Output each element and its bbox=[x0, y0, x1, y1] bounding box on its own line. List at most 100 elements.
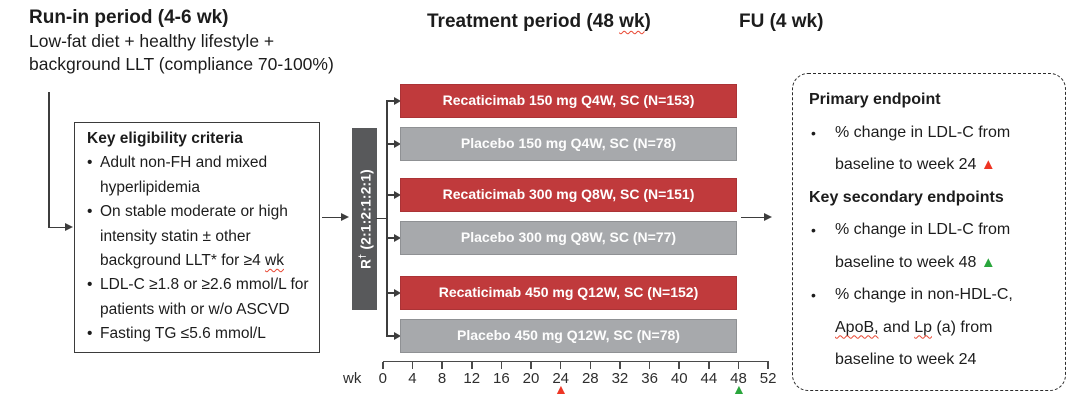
week-tick-label: 48 bbox=[730, 370, 747, 387]
endpoint-text: baseline to week 24 bbox=[835, 156, 981, 173]
arm-label: Placebo 450 mg Q12W, SC (N=78) bbox=[457, 327, 680, 343]
branch-vertical-line bbox=[386, 101, 388, 336]
randomization-bar: R† (2:1:2:1:2:1) bbox=[352, 128, 377, 310]
endpoint-text: baseline to week 24 ▲ bbox=[835, 149, 1055, 182]
tick bbox=[664, 362, 694, 369]
week-tick-label: 16 bbox=[493, 370, 510, 387]
secondary-endpoint-item-2: • % change in non-HDL-C, ApoB, and Lp (a… bbox=[809, 279, 1055, 377]
randomization-ratio: (2:1:2:1:2:1) bbox=[357, 169, 373, 254]
primary-endpoint-item: • % change in LDL-C from baseline to wee… bbox=[809, 117, 1055, 182]
arrow-head-icon bbox=[65, 223, 73, 231]
endpoint-text: % change in LDL-C from bbox=[835, 221, 1011, 238]
bullet-icon: • bbox=[87, 276, 93, 294]
week-tick-label: 12 bbox=[463, 370, 481, 387]
tick bbox=[368, 362, 398, 369]
arrow-head-icon bbox=[394, 332, 401, 340]
endpoint-text: ApoB, and Lp (a) from bbox=[835, 312, 1055, 345]
bullet-icon: • bbox=[811, 222, 816, 238]
dagger-footnote-mark: † bbox=[356, 253, 367, 259]
endpoint-text: baseline to week 48 bbox=[835, 253, 981, 271]
spellcheck-underline: ApoB, bbox=[835, 318, 879, 336]
eligibility-bullet-1: • Adult non-FH and mixed hyperlipidemia bbox=[87, 151, 311, 200]
tick bbox=[605, 362, 635, 369]
eligibility-text: Fasting TG ≤5.6 mmol/L bbox=[100, 325, 266, 343]
tick bbox=[427, 362, 457, 369]
branch-line bbox=[386, 143, 395, 145]
connector-line bbox=[322, 216, 342, 219]
spellcheck-underline: wk bbox=[265, 252, 284, 270]
red-up-triangle-icon: ▲ bbox=[980, 156, 996, 173]
week-axis-ticks bbox=[368, 362, 783, 369]
spellcheck-underline: wk bbox=[619, 11, 645, 32]
runin-connector-line bbox=[48, 92, 50, 228]
endpoint-text: and bbox=[878, 318, 915, 336]
bullet-icon: • bbox=[87, 203, 93, 221]
arm-bar-placebo-450: Placebo 450 mg Q12W, SC (N=78) bbox=[400, 319, 737, 353]
arrow-head-icon bbox=[341, 213, 349, 222]
branch-line bbox=[386, 335, 395, 337]
arm-bar-placebo-300: Placebo 300 mg Q8W, SC (N=77) bbox=[400, 221, 737, 255]
eligibility-text: patients with or w/o ASCVD bbox=[100, 300, 290, 318]
week-axis-line bbox=[383, 361, 769, 362]
bullet-icon: • bbox=[811, 287, 816, 303]
eligibility-text: Adult non-FH and mixed bbox=[100, 154, 268, 172]
runin-subtitle-line2: background LLT (compliance 70-100%) bbox=[29, 54, 334, 74]
arm-bar-recaticimab-300: Recaticimab 300 mg Q8W, SC (N=151) bbox=[400, 178, 737, 212]
week-tick-label: 40 bbox=[670, 370, 688, 387]
arrow-head-icon bbox=[394, 140, 401, 148]
bullet-icon: • bbox=[811, 124, 816, 141]
randomization-label: R† (2:1:2:1:2:1) bbox=[356, 169, 373, 269]
week-tick-label: 28 bbox=[581, 370, 599, 387]
tick bbox=[575, 362, 605, 369]
week-tick-label: 8 bbox=[437, 370, 447, 387]
eligibility-text: hyperlipidemia bbox=[100, 178, 200, 196]
tick bbox=[694, 362, 724, 369]
eligibility-bullet-3: • LDL-C ≥1.8 or ≥2.6 mmol/L for patients… bbox=[87, 273, 311, 322]
arm-label: Recaticimab 450 mg Q12W, SC (N=152) bbox=[438, 284, 699, 300]
arm-bar-recaticimab-450: Recaticimab 450 mg Q12W, SC (N=152) bbox=[400, 276, 737, 310]
treatment-header-close: ) bbox=[644, 11, 651, 32]
arm-label: Placebo 300 mg Q8W, SC (N=77) bbox=[460, 229, 677, 245]
arrow-head-icon bbox=[394, 234, 401, 242]
bullet-icon: • bbox=[87, 325, 93, 343]
week-tick-label: 32 bbox=[611, 370, 629, 387]
endpoint-text: baseline to week 24 bbox=[835, 351, 977, 368]
tick bbox=[457, 362, 487, 369]
arrow-head-icon bbox=[394, 289, 401, 297]
tick bbox=[546, 362, 576, 369]
week24-red-up-triangle-icon: ▲ bbox=[554, 381, 568, 397]
bullet-icon: • bbox=[87, 154, 93, 172]
eligibility-criteria-box: Key eligibility criteria • Adult non-FH … bbox=[74, 122, 320, 353]
branch-trunk-line bbox=[376, 217, 387, 220]
secondary-endpoint-item-1: • % change in LDL-C from baseline to wee… bbox=[809, 214, 1055, 279]
secondary-endpoints-title: Key secondary endpoints bbox=[809, 188, 1004, 206]
tick bbox=[724, 362, 754, 369]
week-axis-labels: 0 4 8 12 16 20 24 28 32 36 40 44 48 52 bbox=[368, 370, 783, 387]
eligibility-title: Key eligibility criteria bbox=[87, 130, 243, 147]
endpoints-panel: Primary endpoint • % change in LDL-C fro… bbox=[792, 73, 1066, 391]
tick bbox=[398, 362, 428, 369]
eligibility-text: intensity statin ± other bbox=[100, 227, 251, 245]
arm-label: Recaticimab 300 mg Q8W, SC (N=151) bbox=[442, 186, 695, 202]
primary-endpoint-title: Primary endpoint bbox=[809, 91, 941, 108]
week-tick-label: 0 bbox=[378, 370, 387, 387]
connector-line bbox=[741, 216, 765, 219]
week-tick-label: 20 bbox=[522, 370, 540, 387]
branch-line bbox=[386, 100, 395, 102]
runin-title: Run-in period (4-6 wk) bbox=[29, 7, 229, 28]
arm-bar-placebo-150: Placebo 150 mg Q4W, SC (N=78) bbox=[400, 127, 737, 161]
randomization-r: R bbox=[357, 258, 373, 269]
eligibility-bullet-4: • Fasting TG ≤5.6 mmol/L bbox=[87, 322, 311, 346]
endpoint-text: % change in non-HDL-C, bbox=[835, 286, 1013, 303]
branch-line bbox=[386, 237, 395, 239]
week-tick-label: 24 bbox=[552, 370, 569, 387]
runin-period-header: Run-in period (4-6 wk) Low-fat diet + he… bbox=[29, 6, 334, 76]
tick bbox=[487, 362, 517, 369]
arrow-head-icon bbox=[764, 213, 772, 222]
eligibility-bullet-2: • On stable moderate or high intensity s… bbox=[87, 200, 311, 273]
arm-label: Placebo 150 mg Q4W, SC (N=78) bbox=[460, 135, 677, 151]
eligibility-text: background LLT* for ≥4 bbox=[100, 252, 266, 270]
branch-line bbox=[386, 292, 395, 294]
treatment-period-header: Treatment period (48 wk) bbox=[427, 10, 651, 34]
